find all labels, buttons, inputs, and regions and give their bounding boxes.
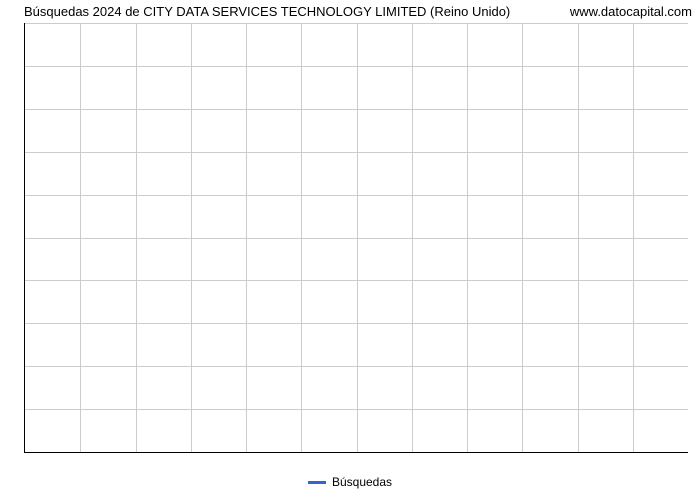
y-minor-tick-mark	[24, 109, 25, 110]
y-tick-mark	[24, 23, 25, 24]
y-minor-tick-mark	[24, 195, 25, 196]
gridline-vertical	[412, 23, 413, 452]
y-minor-tick-mark	[24, 152, 25, 153]
gridline-vertical	[467, 23, 468, 452]
gridline-vertical	[357, 23, 358, 452]
y-minor-tick-mark	[24, 366, 25, 367]
gridline-vertical	[191, 23, 192, 452]
y-minor-tick-mark	[24, 409, 25, 410]
chart-wrap: 0124	[24, 23, 692, 453]
chart-title: Búsquedas 2024 de CITY DATA SERVICES TEC…	[24, 4, 510, 19]
gridline-vertical	[246, 23, 247, 452]
legend-swatch	[308, 481, 326, 484]
y-tick-mark	[24, 452, 25, 453]
y-minor-tick-mark	[24, 66, 25, 67]
chart-plot-area: 0124	[24, 23, 688, 453]
y-minor-tick-mark	[24, 280, 25, 281]
y-tick-mark	[24, 238, 25, 239]
y-minor-tick-mark	[24, 323, 25, 324]
gridline-vertical	[578, 23, 579, 452]
gridline-vertical	[633, 23, 634, 452]
gridline-vertical	[301, 23, 302, 452]
legend: Búsquedas	[0, 475, 700, 489]
gridline-vertical	[136, 23, 137, 452]
title-row: Búsquedas 2024 de CITY DATA SERVICES TEC…	[0, 0, 700, 21]
gridline-vertical	[80, 23, 81, 452]
gridline-vertical	[522, 23, 523, 452]
source-domain: www.datocapital.com	[570, 4, 692, 19]
legend-label: Búsquedas	[332, 475, 392, 489]
